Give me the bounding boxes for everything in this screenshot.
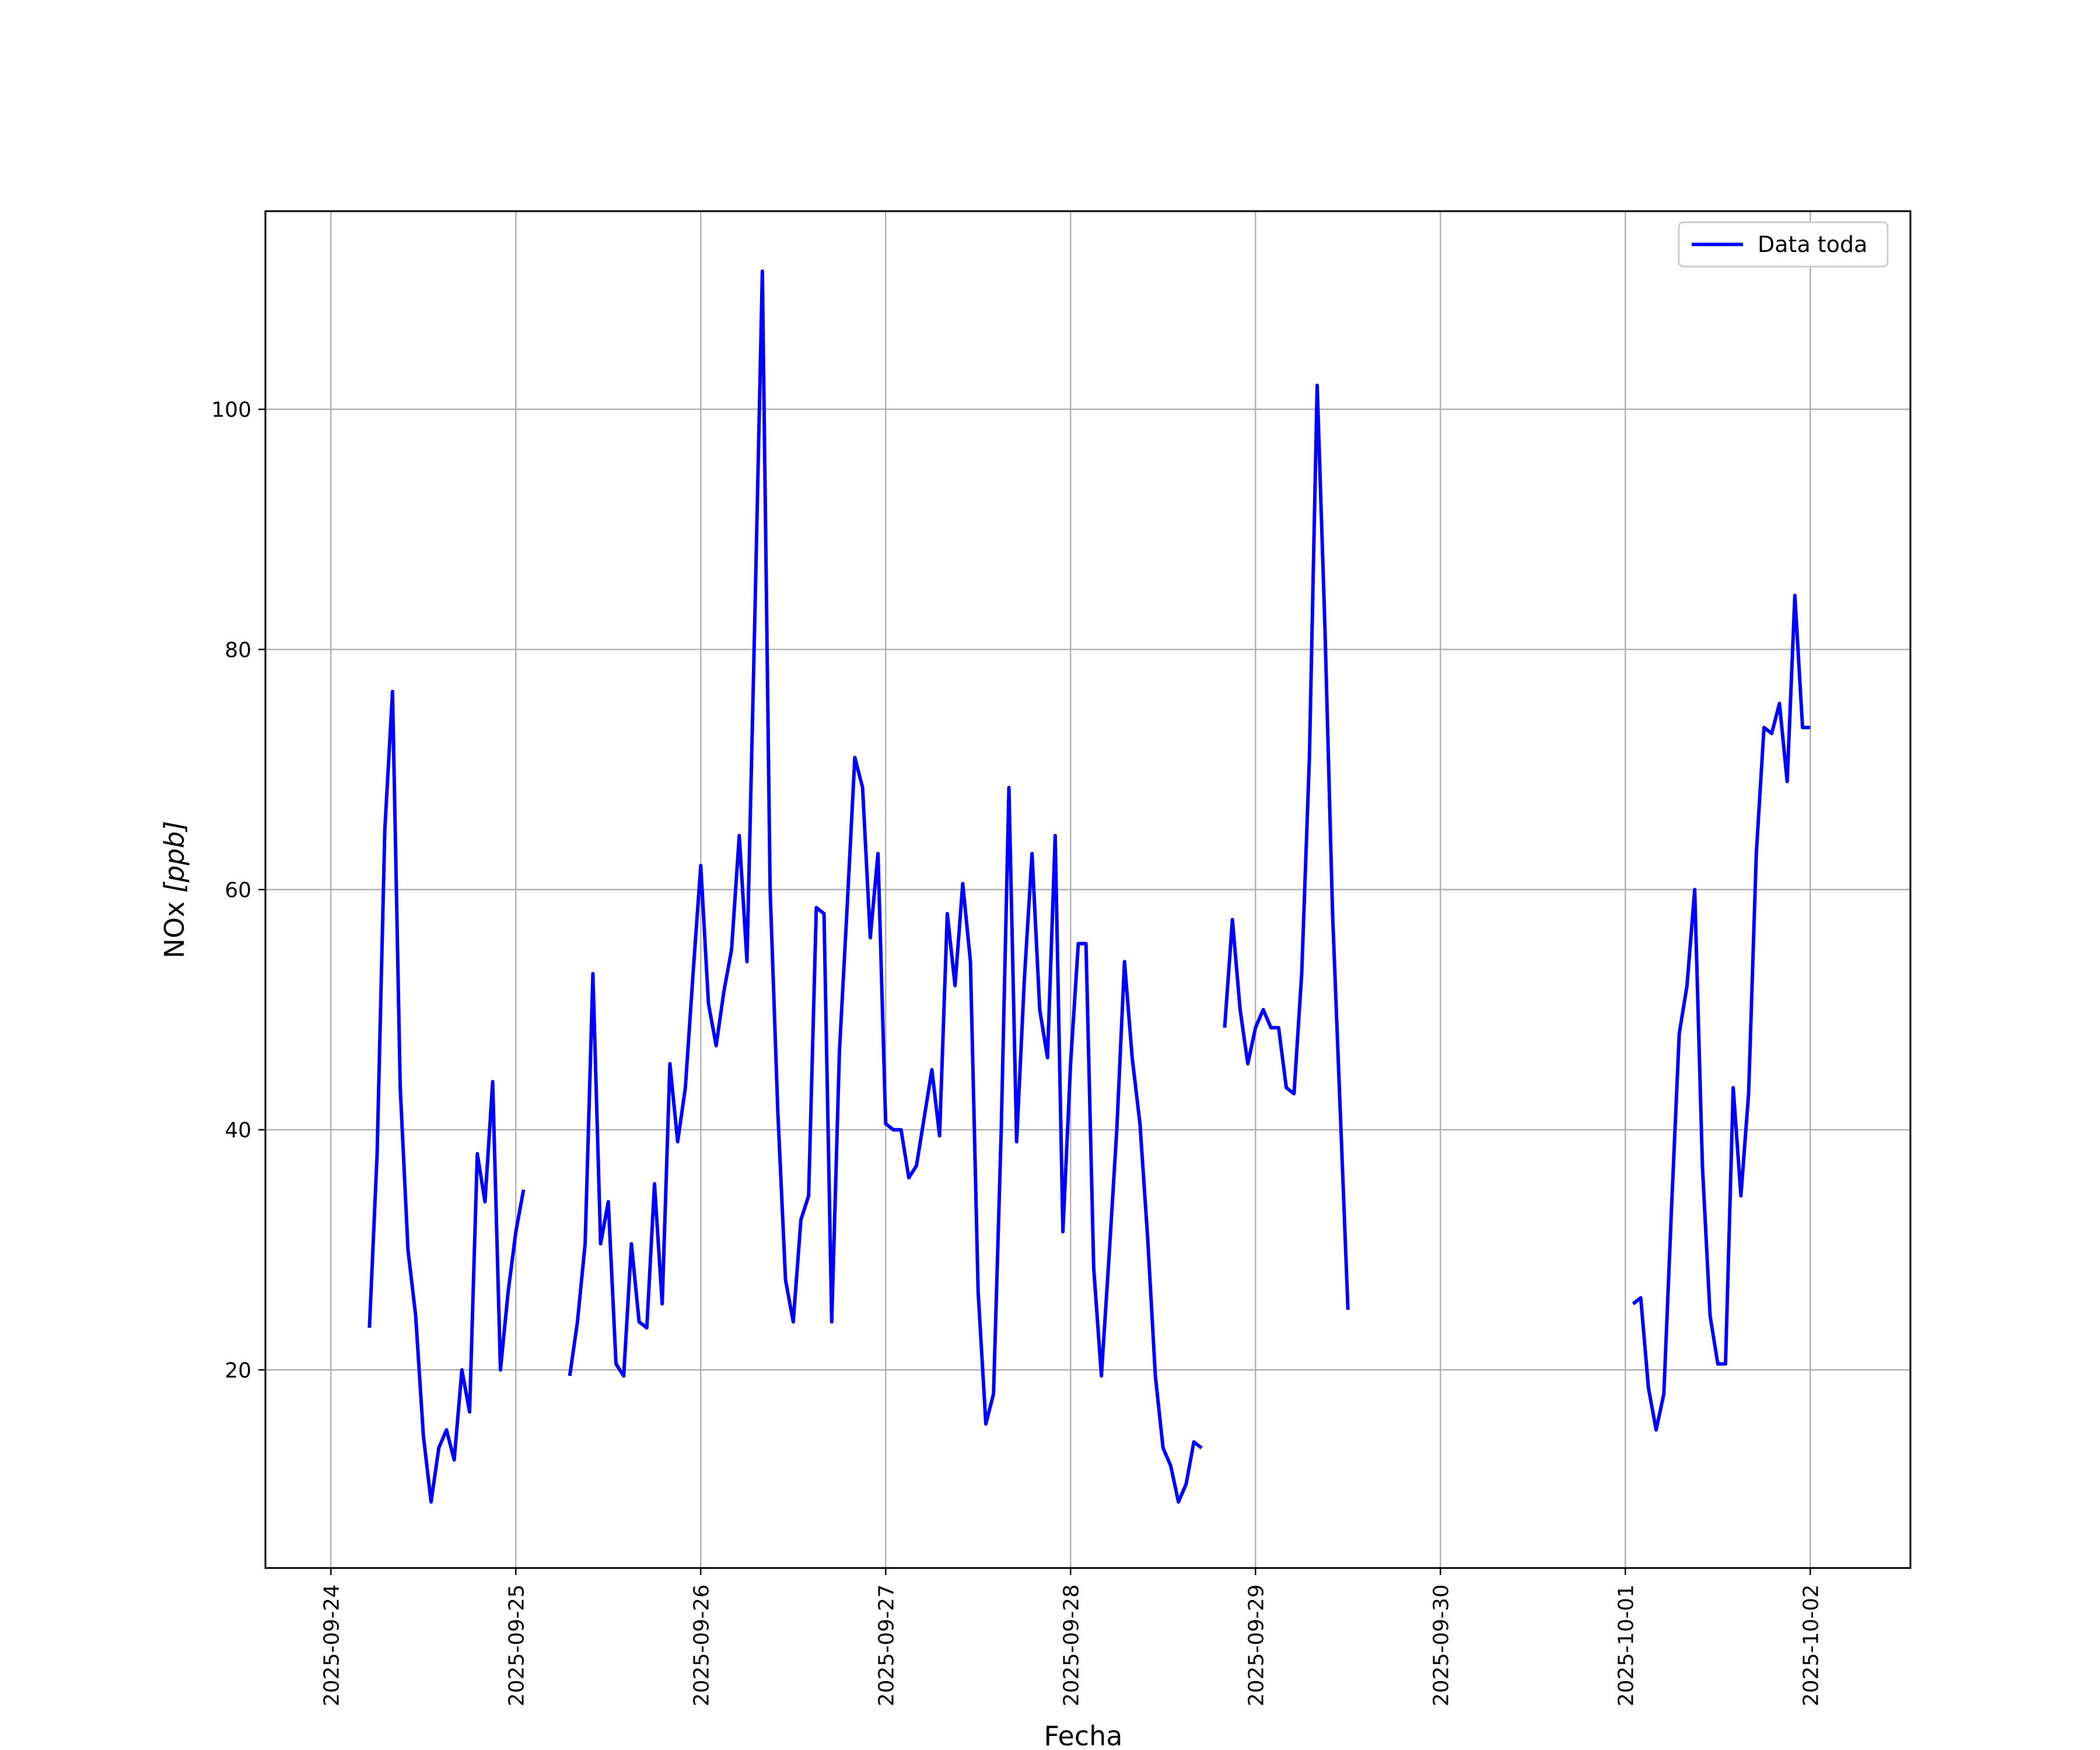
x-axis-title: Fecha bbox=[1044, 1720, 1123, 1750]
x-tick-label: 2025-09-29 bbox=[1244, 1584, 1268, 1706]
y-tick-label: 20 bbox=[225, 1359, 251, 1382]
y-axis-unit: [ppb] bbox=[159, 821, 190, 893]
ticks: 2025-09-24 2025-09-25 2025-09-26 2025-09-27… bbox=[211, 398, 1823, 1707]
legend-label: Data toda bbox=[1758, 232, 1867, 257]
y-tick-label: 40 bbox=[225, 1119, 251, 1143]
x-tick-label: 2025-09-24 bbox=[320, 1584, 344, 1706]
x-tick-label: 2025-10-01 bbox=[1614, 1584, 1638, 1706]
y-tick-label: 60 bbox=[225, 878, 251, 902]
legend-box bbox=[1678, 221, 1889, 268]
x-tick-label: 2025-09-30 bbox=[1429, 1584, 1453, 1706]
x-tick-label: 2025-09-25 bbox=[505, 1584, 528, 1706]
series-line-segment bbox=[1632, 593, 1811, 1432]
x-tick-label: 2025-09-28 bbox=[1059, 1584, 1083, 1706]
x-tick-label: 2025-09-26 bbox=[690, 1584, 713, 1706]
series-line-segment bbox=[368, 690, 526, 1504]
x-tick-label: 2025-09-27 bbox=[874, 1584, 898, 1706]
y-axis-title: NOx [ppb] bbox=[159, 821, 190, 958]
series-line-segment bbox=[1223, 383, 1350, 1310]
series-line-segment bbox=[568, 269, 1203, 1504]
x-tick-label: 2025-10-02 bbox=[1799, 1584, 1823, 1706]
legend: Data toda bbox=[1678, 221, 1889, 268]
series-layer bbox=[368, 269, 1811, 1504]
grid bbox=[265, 211, 1910, 1568]
y-tick-label: 80 bbox=[225, 638, 251, 662]
y-tick-label: 100 bbox=[211, 398, 251, 422]
